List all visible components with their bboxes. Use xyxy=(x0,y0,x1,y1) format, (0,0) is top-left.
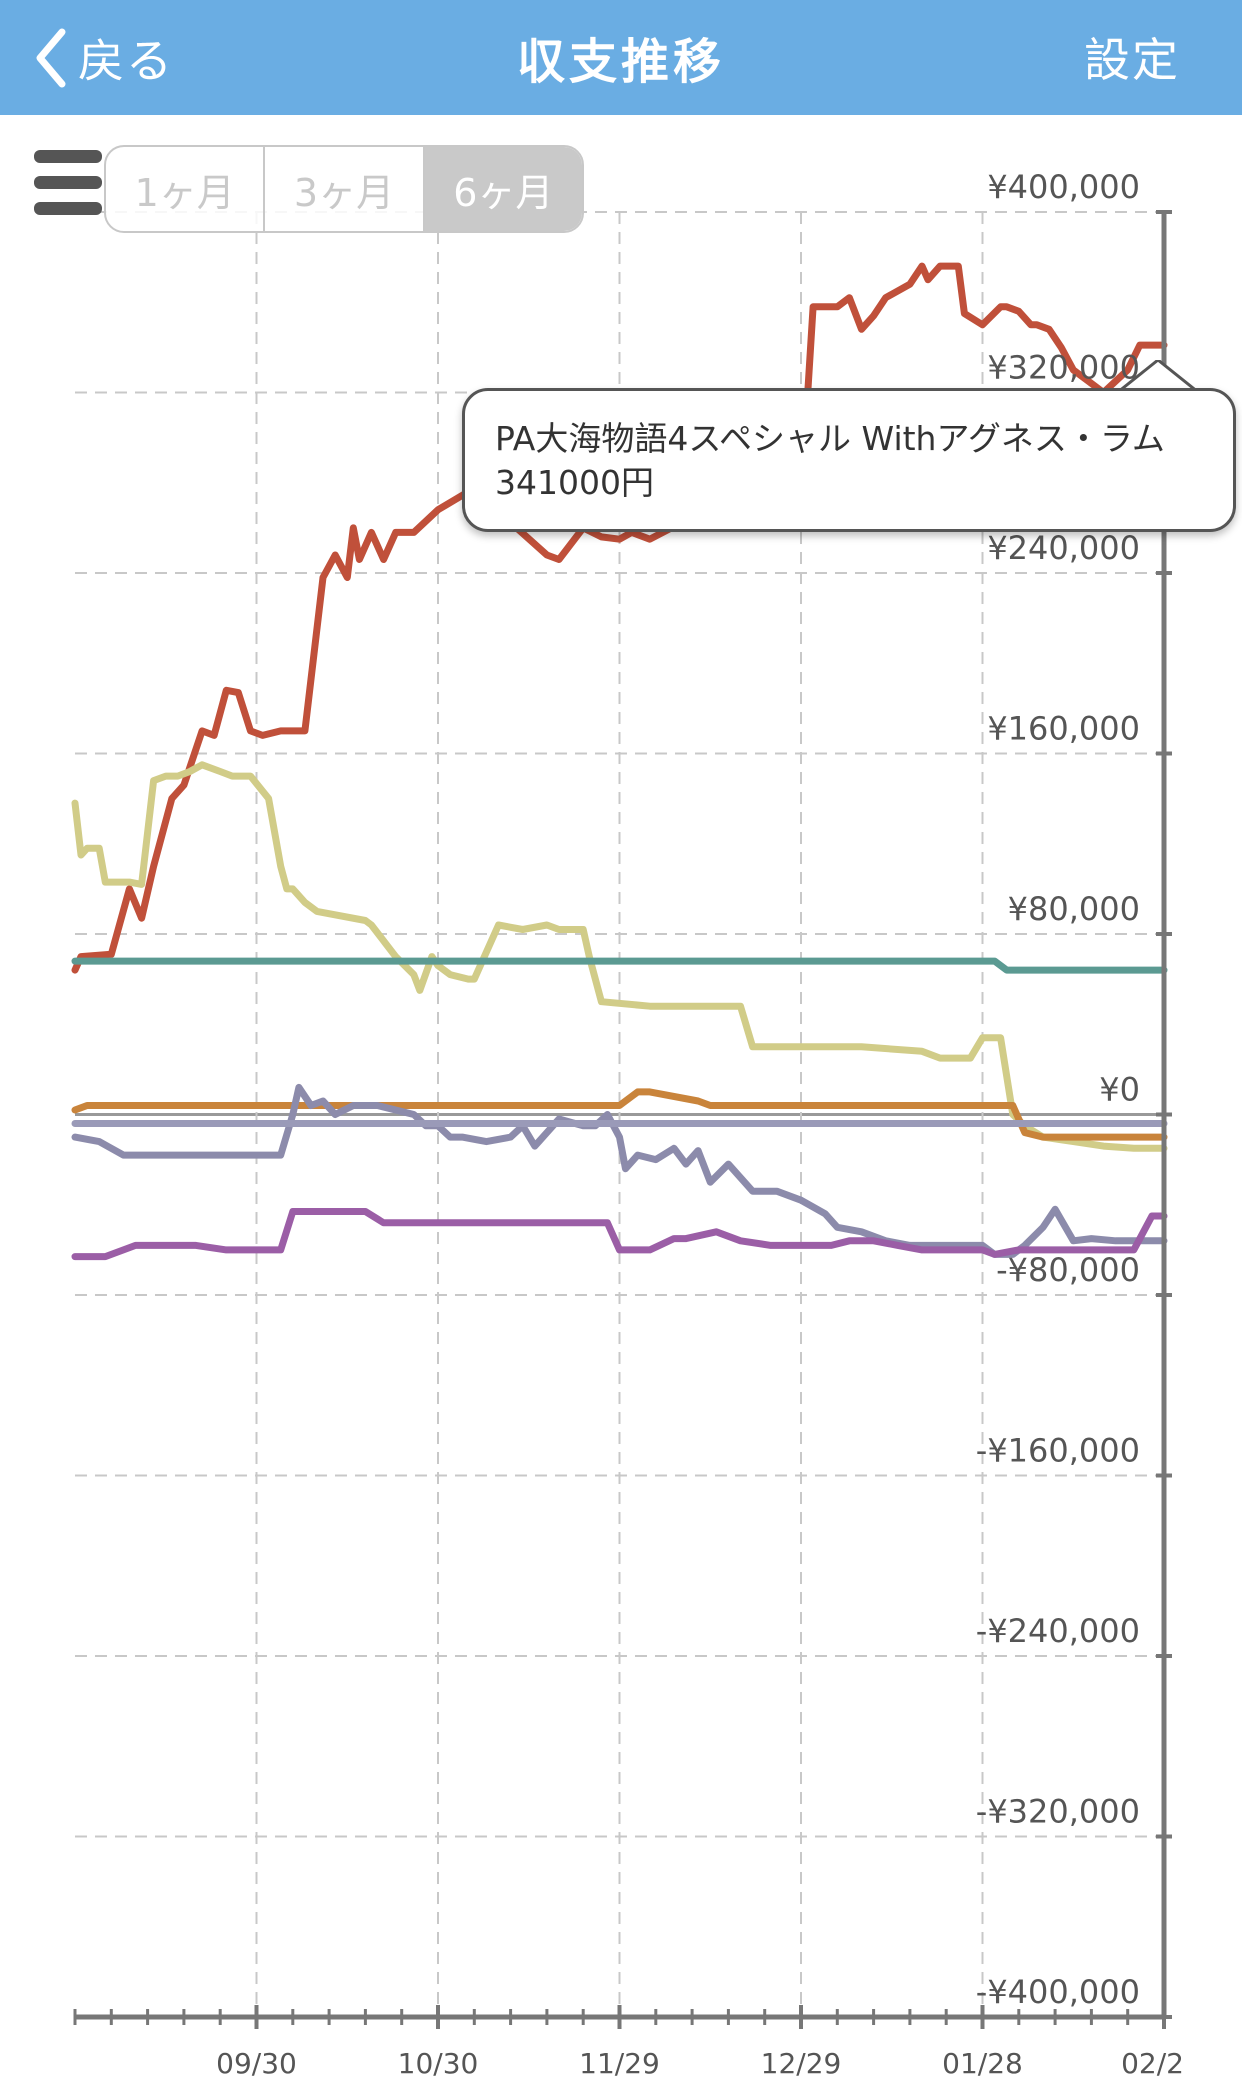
range-selector[interactable]: 1ヶ月 3ヶ月 6ヶ月 xyxy=(104,145,584,233)
y-tick-label: -¥400,000 xyxy=(976,1973,1140,2011)
x-tick-label: 02/2 xyxy=(1121,2047,1184,2080)
series-line-2 xyxy=(71,761,1168,1152)
tooltip-series-name: PA大海物語4スペシャル Withアグネス・ラム xyxy=(495,419,1165,458)
nav-bar: 戻る 収支推移 設定 xyxy=(0,0,1242,115)
back-label: 戻る xyxy=(78,34,174,88)
range-option-1m[interactable]: 1ヶ月 xyxy=(106,147,266,231)
y-tick-label: -¥320,000 xyxy=(976,1793,1140,1831)
tooltip-value: 341000円 xyxy=(495,463,654,502)
series-line-1 xyxy=(71,262,1168,974)
series-line-3 xyxy=(71,957,1168,974)
y-tick-label: ¥240,000 xyxy=(987,529,1140,567)
x-tick-label: 11/29 xyxy=(579,2047,660,2080)
x-tick-label: 12/29 xyxy=(761,2047,842,2080)
y-tick-label: ¥160,000 xyxy=(987,710,1140,748)
y-tick-label: ¥400,000 xyxy=(987,168,1140,206)
y-tick-label: -¥240,000 xyxy=(976,1612,1140,1650)
chevron-left-icon xyxy=(36,28,66,88)
x-tick-label: 01/28 xyxy=(942,2047,1023,2080)
menu-icon[interactable] xyxy=(34,150,102,230)
range-option-6m[interactable]: 6ヶ月 xyxy=(424,147,582,231)
settings-button[interactable]: 設定 xyxy=(1084,33,1180,87)
y-tick-label: ¥80,000 xyxy=(1008,890,1140,928)
back-button[interactable]: 戻る xyxy=(34,18,174,98)
y-tick-label: ¥320,000 xyxy=(987,349,1140,387)
page-title: 収支推移 xyxy=(516,34,725,90)
x-tick-label: 09/30 xyxy=(216,2047,297,2080)
range-option-3m[interactable]: 3ヶ月 xyxy=(265,147,425,231)
data-tooltip: PA大海物語4スペシャル Withアグネス・ラム 341000円 xyxy=(462,388,1236,532)
series-line-6 xyxy=(71,1208,1168,1261)
chart-area[interactable]: ¥400,000 ¥320,000 ¥240,000 ¥160,000 ¥80,000 ¥… xyxy=(0,115,1242,2083)
x-tick-label: 10/30 xyxy=(398,2047,479,2080)
y-tick-label: -¥80,000 xyxy=(996,1251,1140,1289)
balance-line-chart[interactable]: ¥400,000 ¥320,000 ¥240,000 ¥160,000 ¥80,000 ¥… xyxy=(0,115,1242,2083)
y-tick-label: -¥160,000 xyxy=(976,1432,1140,1470)
y-tick-label: ¥0 xyxy=(1099,1071,1140,1109)
